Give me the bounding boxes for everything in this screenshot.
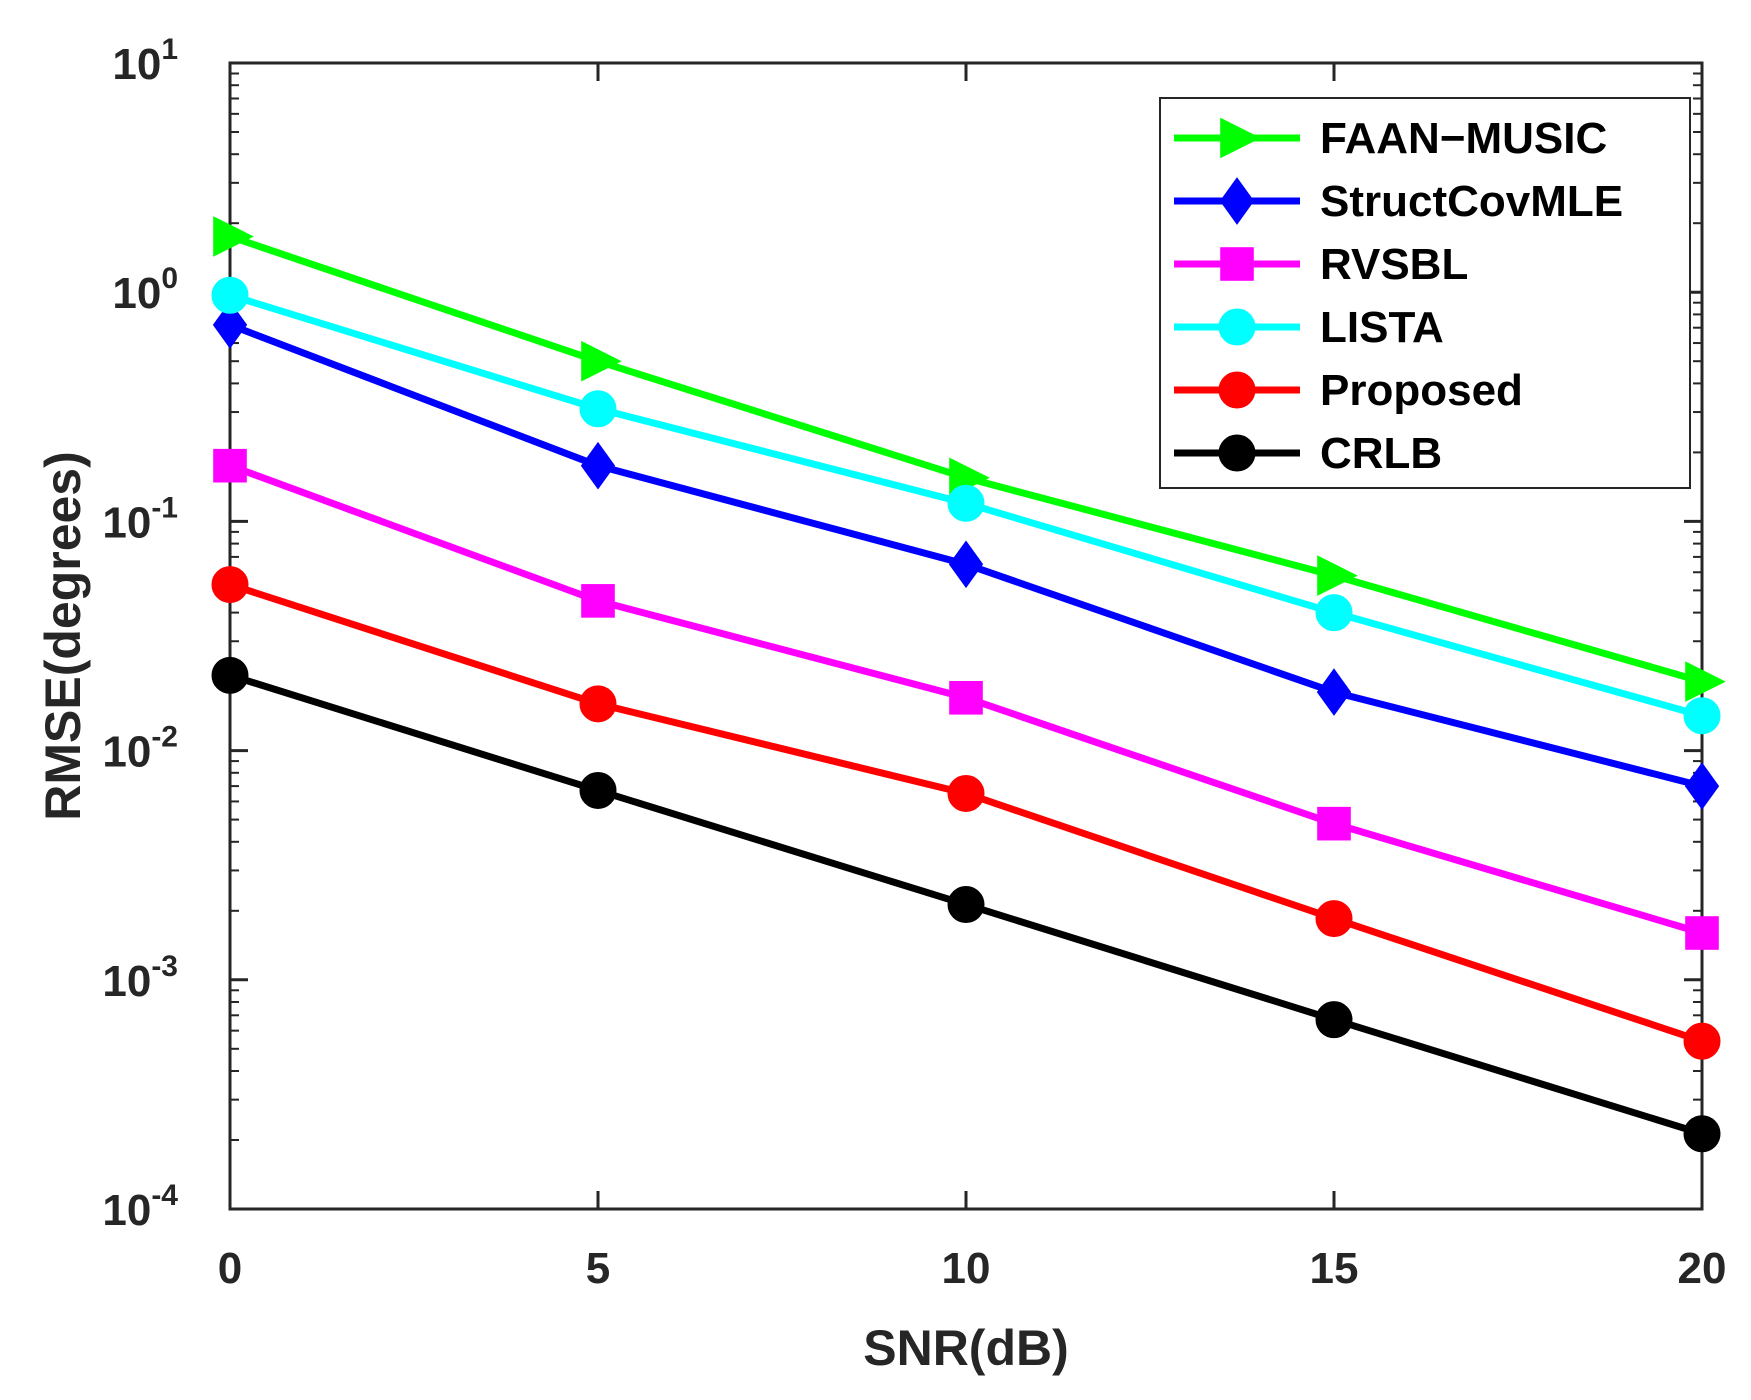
legend-marker: [1220, 117, 1261, 159]
data-point: [1315, 1001, 1353, 1039]
x-axis-ticks: 0 5 10 15 20: [218, 63, 1727, 1293]
y-tick-label: 10-3: [102, 950, 178, 1006]
data-point: [1317, 806, 1351, 841]
data-point: [581, 340, 622, 382]
legend-label: FAAN−MUSIC: [1320, 114, 1607, 163]
data-point: [213, 216, 254, 257]
series-crlb: [211, 656, 1721, 1153]
x-tick-label: 0: [218, 1244, 242, 1293]
y-axis-label: RMSE(degrees): [35, 451, 91, 821]
data-point: [948, 540, 984, 589]
data-point: [580, 441, 616, 490]
data-point: [211, 276, 249, 314]
data-point: [1685, 916, 1719, 950]
data-point: [947, 774, 985, 812]
data-point: [211, 566, 249, 604]
x-tick-label: 10: [942, 1244, 991, 1293]
series-proposed: [211, 566, 1721, 1060]
data-point: [947, 886, 985, 924]
x-axis-label: SNR(dB): [863, 1320, 1069, 1376]
legend-entry-structcovmle: StructCovMLE: [1174, 177, 1623, 226]
data-point: [579, 771, 617, 809]
data-point: [1683, 1022, 1721, 1060]
y-tick-label: 101: [112, 33, 178, 89]
data-point: [213, 448, 247, 483]
x-tick-label: 20: [1678, 1244, 1727, 1293]
legend-marker: [1219, 177, 1255, 225]
data-point: [211, 656, 249, 694]
legend-marker: [1220, 247, 1254, 281]
series-layer: [211, 216, 1726, 1153]
legend-label: CRLB: [1320, 429, 1442, 478]
legend-label: Proposed: [1320, 366, 1523, 415]
legend-entry-faan-music: FAAN−MUSIC: [1174, 114, 1607, 163]
series-rvsbl: [213, 448, 1719, 950]
data-point: [1683, 697, 1721, 735]
legend-label: StructCovMLE: [1320, 177, 1623, 226]
series-lista: [211, 276, 1721, 735]
data-point: [1315, 594, 1353, 632]
legend-entry-rvsbl: RVSBL: [1174, 240, 1468, 289]
legend-marker: [1218, 434, 1256, 472]
y-tick-label: 10-1: [102, 491, 178, 547]
x-tick-label: 15: [1310, 1244, 1359, 1293]
data-point: [1317, 555, 1358, 596]
data-point: [1685, 661, 1726, 702]
legend-entry-lista: LISTA: [1174, 303, 1444, 352]
x-tick-label: 5: [586, 1244, 610, 1293]
legend-label: RVSBL: [1320, 240, 1468, 289]
legend: FAAN−MUSIC StructCovMLE RVSBL LISTA Proposed…: [1159, 97, 1691, 489]
y-tick-label: 10-2: [102, 721, 178, 777]
data-point: [1316, 668, 1352, 716]
y-tick-label: 10-4: [102, 1179, 178, 1235]
legend-marker: [1218, 308, 1256, 346]
data-point: [1315, 900, 1353, 938]
legend-entry-proposed: Proposed: [1174, 366, 1523, 415]
series-structcovmle: [212, 301, 1720, 810]
data-point: [947, 484, 985, 522]
data-point: [212, 301, 248, 349]
y-tick-label: 100: [112, 262, 178, 318]
data-point: [579, 390, 617, 428]
legend-marker: [1218, 371, 1256, 409]
data-point: [579, 685, 617, 723]
legend-label: LISTA: [1320, 303, 1444, 352]
data-point: [949, 680, 983, 715]
legend-entry-crlb: CRLB: [1174, 429, 1442, 478]
data-point: [581, 584, 615, 618]
legend-box: [1159, 97, 1691, 489]
series-faan-music: [213, 216, 1726, 702]
data-point: [1684, 762, 1720, 810]
data-point: [1683, 1115, 1721, 1153]
